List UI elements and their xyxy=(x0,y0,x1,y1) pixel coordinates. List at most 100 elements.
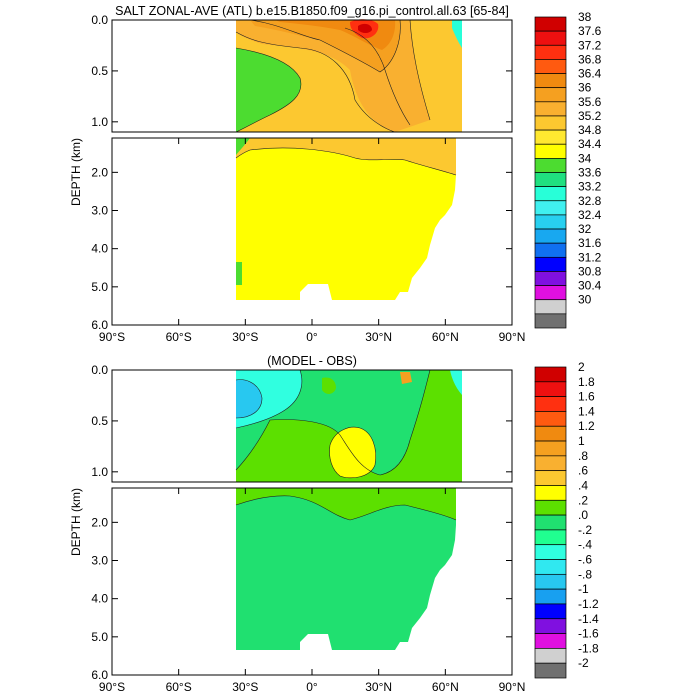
colorbar-label: 1.2 xyxy=(578,419,595,433)
colorbar-label: 1.8 xyxy=(578,375,595,389)
colorbar-label: -.6 xyxy=(578,553,592,567)
diff-green-plus xyxy=(236,370,462,482)
colorbar-label: 37.6 xyxy=(578,24,602,38)
colorbar-label: 38 xyxy=(578,10,592,24)
colorbar-label: .4 xyxy=(578,478,588,492)
diff-upper-contours xyxy=(235,369,431,479)
colorbar-label: 1 xyxy=(578,434,585,448)
lower-plot-area xyxy=(111,137,513,326)
colorbar-swatch xyxy=(534,228,567,244)
y-tick-label: 0.5 xyxy=(91,414,108,428)
y-tick-label: 4.0 xyxy=(91,592,108,606)
y-tick-label: 0.0 xyxy=(91,363,108,377)
colorbar-label: 2 xyxy=(578,360,585,374)
x-tick-label: 90°S xyxy=(99,680,125,694)
colorbar-label: 34 xyxy=(578,151,592,165)
salt-deep-field xyxy=(236,138,456,300)
diff-green-bump xyxy=(322,377,336,394)
colorbar-label: -.8 xyxy=(578,567,592,581)
colorbar-swatch xyxy=(534,158,567,173)
y-axis-ticks: 0.0 0.5 1.0 2.0 3.0 4.0 5.0 6.0 xyxy=(91,13,512,332)
y-tick-label: 6.0 xyxy=(91,318,108,332)
colorbar-swatch xyxy=(534,30,567,46)
colorbar-label: 1.4 xyxy=(578,404,595,418)
x-tick-label: 90°S xyxy=(99,330,125,344)
colorbar-swatch xyxy=(534,559,567,575)
x-tick-label: 90°N xyxy=(499,680,526,694)
colorbar-label: -1.4 xyxy=(578,612,599,626)
salt-deep-orange xyxy=(236,138,456,175)
colorbar-label: -1 xyxy=(578,582,589,596)
salt-green-patch xyxy=(236,48,301,132)
colorbar-swatch xyxy=(534,186,567,202)
salt-deep-green-left xyxy=(236,138,250,155)
colorbar-label: -1.2 xyxy=(578,597,599,611)
x-axis-ticks: 90°S 60°S 30°S 0° 30°N 60°N 90°N xyxy=(99,488,525,694)
colorbar-label: 34.4 xyxy=(578,137,602,151)
colorbar-swatch xyxy=(534,271,567,286)
colorbar-swatch xyxy=(534,529,567,546)
colorbar-label: .8 xyxy=(578,449,588,463)
panel-title: SALT ZONAL-AVE (ATL) b.e15.B1850.f09_g16… xyxy=(115,4,509,18)
colorbar-swatch xyxy=(534,603,567,620)
colorbar-label: -1.6 xyxy=(578,627,599,641)
colorbar-swatch xyxy=(534,470,567,486)
colorbar-swatch xyxy=(534,425,567,442)
colorbar-swatch xyxy=(534,256,567,272)
y-axis-ticks: 0.0 0.5 1.0 2.0 3.0 4.0 5.0 6.0 xyxy=(91,363,512,682)
colorbar-label: 34.8 xyxy=(578,123,602,137)
colorbar-label: .2 xyxy=(578,493,588,507)
colorbar-label: 1.6 xyxy=(578,390,595,404)
y-tick-label: 2.0 xyxy=(91,515,108,529)
x-tick-label: 60°S xyxy=(166,680,192,694)
salt-lower-contours xyxy=(235,147,457,176)
x-tick-label: 30°S xyxy=(232,680,258,694)
colorbar-swatch xyxy=(534,214,567,230)
y-tick-label: 5.0 xyxy=(91,280,108,294)
x-axis-ticks: 90°S 60°S 30°S 0° 30°N 60°N 90°N xyxy=(99,138,525,344)
colorbar-label: -.4 xyxy=(578,538,592,552)
upper-plot-area xyxy=(111,369,513,483)
x-tick-label: 30°N xyxy=(365,330,392,344)
colorbar-swatch xyxy=(534,59,567,74)
x-tick-label: 90°N xyxy=(499,330,526,344)
y-tick-label: 1.0 xyxy=(91,465,108,479)
colorbar-label: .0 xyxy=(578,508,588,522)
salt-panel: SALT ZONAL-AVE (ATL) b.e15.B1850.f09_g16… xyxy=(69,4,602,344)
colorbar-label: 32.4 xyxy=(578,208,602,222)
colorbar-swatch xyxy=(534,440,567,457)
y-tick-label: 3.0 xyxy=(91,554,108,568)
diff-lower-contours xyxy=(235,495,457,521)
colorbar-swatch xyxy=(534,115,567,131)
diff-panel: (MODEL - OBS) DEPTH (km) xyxy=(69,354,599,694)
colorbar-label: 35.6 xyxy=(578,95,602,109)
colorbar: 21.81.61.41.21.8.6.4.2.0-.2-.4-.6-.8-1-1… xyxy=(534,360,599,679)
colorbar-swatch xyxy=(534,381,567,397)
colorbar-label: 36.8 xyxy=(578,52,602,66)
colorbar-label: 32.8 xyxy=(578,194,602,208)
colorbar-swatch xyxy=(534,87,567,103)
colorbar-label: 30 xyxy=(578,293,592,307)
colorbar-swatch xyxy=(534,299,567,315)
y-tick-label: 3.0 xyxy=(91,204,108,218)
colorbar-swatch xyxy=(534,662,567,679)
colorbar-swatch xyxy=(534,200,567,216)
colorbar-label: 32 xyxy=(578,222,592,236)
salt-red-core-inner xyxy=(358,23,372,33)
colorbar-swatch xyxy=(534,172,567,187)
diff-north-cyan xyxy=(450,370,462,395)
colorbar-label: 33.6 xyxy=(578,166,602,180)
x-tick-label: 60°N xyxy=(432,680,459,694)
colorbar-label: -2 xyxy=(578,656,589,670)
colorbar-swatch xyxy=(534,588,567,605)
colorbar: 3837.637.236.836.43635.635.234.834.43433… xyxy=(534,10,602,329)
colorbar-label: 35.2 xyxy=(578,109,602,123)
colorbar-label: .6 xyxy=(578,464,588,478)
diff-deep-field xyxy=(236,488,456,650)
y-tick-label: 1.0 xyxy=(91,115,108,129)
colorbar-swatch xyxy=(534,455,567,472)
upper-plot-area xyxy=(111,19,513,133)
colorbar-swatch xyxy=(534,73,567,89)
colorbar-swatch xyxy=(534,366,567,383)
